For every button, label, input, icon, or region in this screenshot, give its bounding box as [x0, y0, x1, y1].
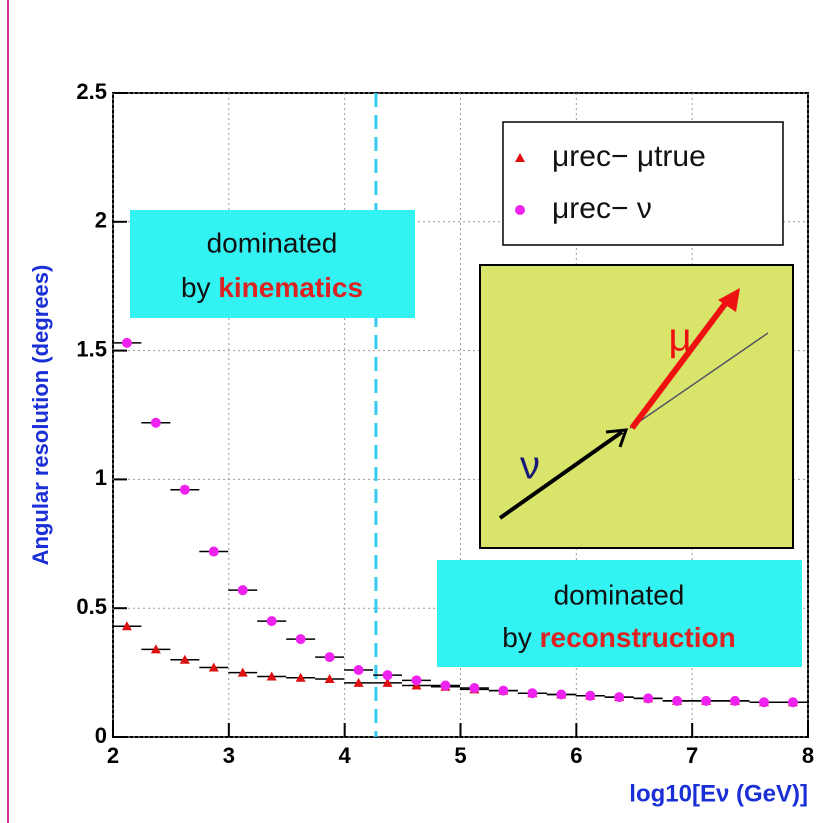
nu-arrowhead — [605, 428, 629, 448]
point — [787, 697, 798, 708]
annotation-text: by kinematics — [181, 272, 363, 303]
point — [266, 616, 277, 627]
legend-label: μrec− μtrue — [552, 140, 706, 173]
y-tick-label: 1.5 — [76, 336, 107, 361]
point — [382, 677, 393, 687]
point — [179, 484, 190, 495]
point — [556, 689, 567, 700]
point — [353, 665, 364, 676]
point — [237, 585, 248, 596]
annotation-box — [130, 210, 415, 318]
annotation-text: dominated — [207, 227, 338, 258]
point — [411, 675, 422, 686]
point — [440, 680, 451, 691]
annotation-prefix: by — [502, 622, 532, 653]
inset-label: ν — [520, 444, 540, 488]
annotation-highlight: kinematics — [218, 272, 363, 303]
point — [150, 417, 161, 428]
legend-marker — [515, 153, 525, 162]
inset-line — [629, 332, 769, 429]
x-tick-label: 6 — [570, 743, 582, 768]
x-tick-label: 7 — [686, 743, 698, 768]
annotation-prefix: by — [181, 272, 211, 303]
point — [382, 670, 393, 681]
y-tick-label: 2 — [95, 208, 107, 233]
x-tick-label: 2 — [107, 743, 119, 768]
point — [701, 695, 712, 706]
x-tick-label: 5 — [454, 743, 466, 768]
point — [730, 695, 741, 706]
point — [295, 634, 306, 645]
point — [121, 621, 132, 631]
point — [179, 654, 190, 664]
point — [353, 677, 364, 687]
annotation-text: by reconstruction — [502, 622, 735, 653]
point — [295, 672, 306, 682]
point — [266, 671, 277, 681]
nu-arrow — [498, 430, 624, 520]
point — [672, 695, 683, 706]
point — [208, 662, 219, 672]
y-tick-label: 0 — [95, 723, 107, 748]
point — [585, 690, 596, 701]
x-axis-label: log10[Eν (GeV)] — [629, 780, 808, 807]
x-tick-label: 8 — [802, 743, 814, 768]
mu-arrowhead — [718, 288, 740, 312]
point — [324, 652, 335, 663]
x-tick-label: 4 — [339, 743, 352, 768]
point — [614, 692, 625, 703]
point — [498, 685, 509, 696]
point — [237, 667, 248, 677]
legend-label: μrec− ν — [552, 192, 652, 225]
y-tick-label: 0.5 — [76, 594, 107, 619]
annotation-highlight: reconstruction — [540, 622, 736, 653]
point — [208, 546, 219, 557]
point — [527, 688, 538, 699]
x-tick-label: 3 — [223, 743, 235, 768]
point — [121, 337, 132, 348]
legend-marker — [515, 205, 525, 215]
inset-label: μ — [668, 316, 691, 360]
point — [469, 683, 480, 694]
mu-arrow — [629, 298, 731, 430]
point — [150, 644, 161, 654]
y-tick-label: 2.5 — [76, 79, 107, 104]
y-axis-label: Angular resolution (degrees) — [28, 265, 53, 566]
point — [643, 693, 654, 704]
point — [324, 674, 335, 684]
legend-entries: μrec− μtrue μrec− ν — [515, 140, 706, 225]
y-tick-label: 1 — [95, 465, 107, 490]
annotation-text: dominated — [554, 579, 685, 610]
inset-box — [479, 264, 794, 549]
annotation-box — [437, 560, 802, 667]
point — [758, 697, 769, 708]
legend — [502, 121, 784, 246]
